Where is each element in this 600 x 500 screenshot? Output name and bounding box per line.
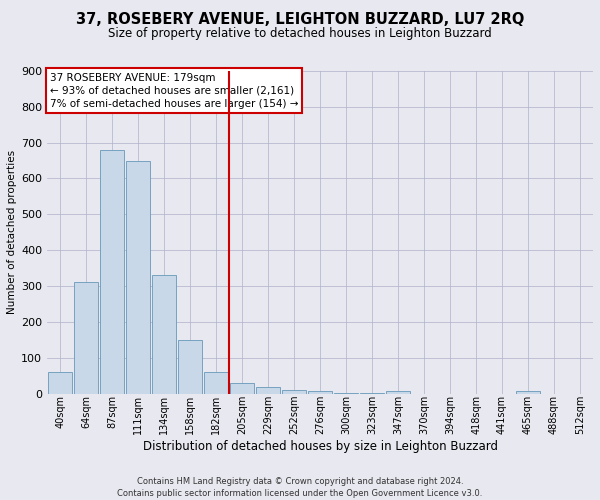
Bar xyxy=(230,383,254,394)
Bar xyxy=(74,282,98,394)
Text: 37 ROSEBERY AVENUE: 179sqm
← 93% of detached houses are smaller (2,161)
7% of se: 37 ROSEBERY AVENUE: 179sqm ← 93% of deta… xyxy=(50,72,298,109)
Bar xyxy=(204,372,229,394)
Bar xyxy=(152,276,176,394)
Bar xyxy=(516,390,541,394)
Bar xyxy=(282,390,307,394)
Bar xyxy=(334,392,358,394)
Bar xyxy=(178,340,202,394)
Bar xyxy=(386,390,410,394)
Text: 37, ROSEBERY AVENUE, LEIGHTON BUZZARD, LU7 2RQ: 37, ROSEBERY AVENUE, LEIGHTON BUZZARD, L… xyxy=(76,12,524,28)
Y-axis label: Number of detached properties: Number of detached properties xyxy=(7,150,17,314)
Bar xyxy=(308,390,332,394)
Text: Size of property relative to detached houses in Leighton Buzzard: Size of property relative to detached ho… xyxy=(108,28,492,40)
Bar xyxy=(360,392,385,394)
Text: Contains HM Land Registry data © Crown copyright and database right 2024.
Contai: Contains HM Land Registry data © Crown c… xyxy=(118,476,482,498)
Bar xyxy=(126,160,151,394)
X-axis label: Distribution of detached houses by size in Leighton Buzzard: Distribution of detached houses by size … xyxy=(143,440,497,453)
Bar xyxy=(48,372,73,394)
Bar xyxy=(100,150,124,394)
Bar xyxy=(256,387,280,394)
